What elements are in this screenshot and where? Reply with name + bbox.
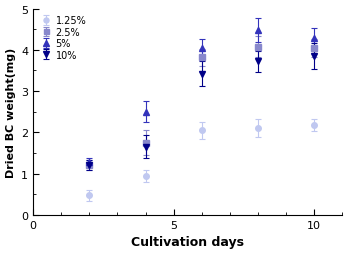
Legend: 1.25%, 2.5%, 5%, 10%: 1.25%, 2.5%, 5%, 10% [38, 14, 88, 62]
X-axis label: Cultivation days: Cultivation days [131, 235, 244, 248]
Y-axis label: Dried BC weight(mg): Dried BC weight(mg) [6, 47, 16, 177]
